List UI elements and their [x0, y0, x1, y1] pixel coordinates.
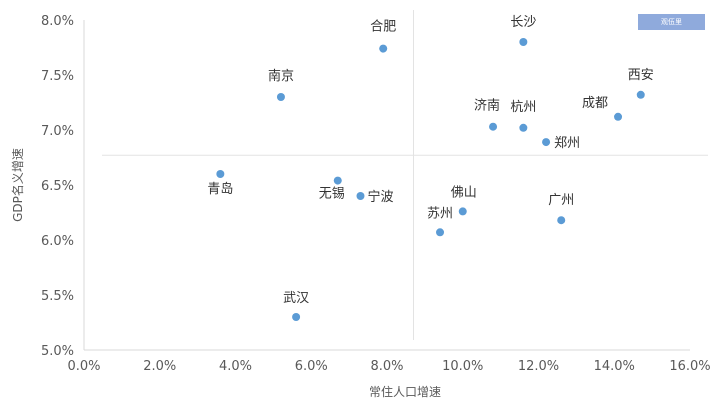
axis-lines — [83, 20, 690, 351]
y-tick-label: 7.5% — [41, 69, 74, 84]
y-tick-label: 5.5% — [41, 289, 74, 304]
data-point — [542, 138, 551, 147]
x-tick-label: 14.0% — [594, 359, 635, 374]
data-point — [519, 38, 528, 46]
data-label: 杭州 — [510, 100, 536, 115]
watermark-badge: 观伍里 — [638, 14, 705, 30]
data-point — [636, 90, 645, 99]
y-tick-label: 5.0% — [41, 344, 74, 359]
data-point — [557, 216, 566, 225]
x-tick-label: 12.0% — [518, 359, 559, 374]
y-tick-labels: 5.0% 5.5% 6.0% 6.5% 7.0% 7.5% 8.0% — [41, 14, 74, 359]
x-tick-label: 4.0% — [219, 359, 252, 374]
data-point — [519, 123, 528, 132]
x-tick-label: 2.0% — [143, 359, 176, 374]
data-point — [458, 207, 467, 216]
x-tick-labels: 0.0% 2.0% 4.0% 6.0% 8.0% 10.0% 12.0% 14.0% 16.0% — [67, 359, 710, 374]
x-tick-label: 16.0% — [669, 359, 710, 374]
y-tick-label: 8.0% — [41, 14, 74, 29]
data-point — [489, 122, 498, 131]
x-tick-label: 8.0% — [370, 359, 403, 374]
data-point — [276, 93, 285, 101]
y-tick-label: 6.0% — [41, 234, 74, 249]
y-axis-title: GDP名义增速 — [10, 148, 25, 222]
x-tick-label: 6.0% — [295, 359, 328, 374]
data-label: 佛山 — [451, 185, 477, 200]
data-point — [333, 176, 342, 185]
data-label: 苏州 — [427, 205, 453, 221]
reference-lines — [102, 10, 708, 340]
x-tick-label: 0.0% — [67, 359, 100, 374]
data-label: 成都 — [582, 96, 608, 111]
data-label: 南京 — [268, 68, 294, 84]
data-point — [614, 112, 623, 121]
data-point — [356, 192, 365, 200]
data-label: 郑州 — [554, 136, 580, 151]
data-label: 无锡 — [319, 187, 345, 202]
data-label: 武汉 — [283, 291, 309, 306]
x-axis-title: 常住人口增速 — [369, 385, 441, 399]
data-label: 青岛 — [207, 181, 233, 197]
data-points — [216, 38, 645, 321]
x-tick-label: 10.0% — [442, 359, 483, 374]
y-tick-label: 7.0% — [41, 124, 74, 139]
data-point — [436, 228, 445, 237]
data-point — [379, 44, 388, 53]
data-label: 济南 — [474, 98, 500, 114]
data-label: 合肥 — [370, 20, 396, 35]
data-label: 宁波 — [367, 189, 393, 205]
data-label: 西安 — [628, 68, 654, 83]
y-tick-label: 6.5% — [41, 179, 74, 194]
data-label: 广州 — [548, 193, 574, 208]
data-label: 长沙 — [510, 15, 536, 30]
data-point — [216, 170, 225, 178]
data-point — [292, 313, 301, 321]
